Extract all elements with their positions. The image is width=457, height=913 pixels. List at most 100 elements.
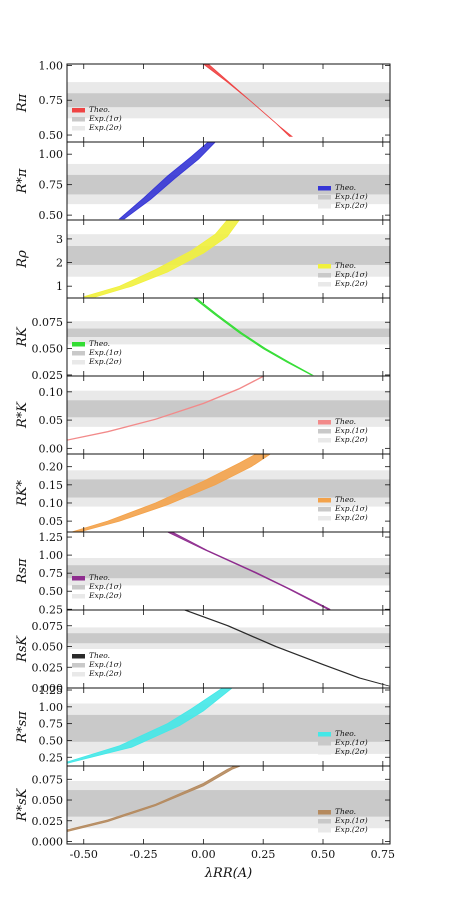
exp-1sigma-band <box>67 714 390 742</box>
x-tick-label: 0.75 <box>371 848 396 861</box>
x-tick-label: -0.50 <box>70 848 98 861</box>
y-tick-label: 1 <box>56 280 63 293</box>
legend-exp2-swatch <box>318 828 331 833</box>
theory-band <box>167 532 331 610</box>
legend-exp1-swatch <box>318 195 331 200</box>
y-tick-label: 0.75 <box>39 718 64 731</box>
legend-exp1-swatch <box>72 663 85 668</box>
x-axis-label: λRR(A) <box>204 866 252 881</box>
y-axis-label: R*π <box>15 168 30 194</box>
y-tick-label: 0.50 <box>39 734 64 747</box>
exp-1sigma-band <box>67 93 390 108</box>
legend-exp1-swatch <box>72 585 85 590</box>
y-tick-label: 0.025 <box>32 369 64 382</box>
legend-exp2-label: Exp.(2σ) <box>88 357 122 366</box>
y-tick-label: 0.05 <box>39 515 64 528</box>
legend-exp2-swatch <box>318 438 331 443</box>
theory-band <box>193 298 314 376</box>
legend-theo-swatch <box>318 420 331 425</box>
y-tick-label: 0.50 <box>39 209 64 222</box>
y-tick-label: 0.75 <box>39 567 64 580</box>
legend-theo-label: Theo. <box>335 183 356 192</box>
y-tick-label: 0.25 <box>39 751 64 764</box>
legend-theo-swatch <box>318 264 331 269</box>
legend-exp2-label: Exp.(2σ) <box>88 669 122 678</box>
legend-exp1-swatch <box>72 117 85 122</box>
legend-theo-swatch <box>72 342 85 347</box>
legend-exp1-swatch <box>318 819 331 824</box>
legend-exp1-label: Exp.(1σ) <box>334 504 368 513</box>
y-axis-label: Rρ <box>15 250 30 269</box>
y-tick-label: 3 <box>56 233 63 246</box>
y-tick-label: 0.075 <box>32 316 64 329</box>
legend-exp2-label: Exp.(2σ) <box>334 513 368 522</box>
y-tick-label: 0.75 <box>39 179 64 192</box>
theory-band <box>67 688 233 764</box>
y-tick-label: 0.050 <box>32 794 64 807</box>
legend-theo-swatch <box>72 654 85 659</box>
y-tick-label: 1.00 <box>39 59 64 72</box>
y-tick-label: 0.000 <box>32 682 64 695</box>
legend-exp1-swatch <box>318 507 331 512</box>
legend-exp1-label: Exp.(1σ) <box>88 660 122 669</box>
y-axis-label: RK <box>15 326 30 348</box>
y-tick-label: 0.75 <box>39 94 64 107</box>
y-axis-label: R*sπ <box>15 711 30 744</box>
exp-1sigma-band <box>67 479 390 498</box>
legend-exp2-swatch <box>72 594 85 599</box>
y-tick-label: 0.000 <box>32 836 64 849</box>
legend-theo-swatch <box>318 732 331 737</box>
legend-theo-swatch <box>72 576 85 581</box>
y-tick-label: 0.20 <box>39 461 64 474</box>
legend-exp2-label: Exp.(2σ) <box>334 747 368 756</box>
y-tick-label: 0.025 <box>32 661 64 674</box>
x-tick-label: 0.50 <box>311 848 336 861</box>
theory-band <box>184 610 390 687</box>
exp-1sigma-band <box>67 400 390 418</box>
y-tick-label: 1.00 <box>39 148 64 161</box>
legend-exp1-label: Exp.(1σ) <box>334 816 368 825</box>
y-tick-label: 0.025 <box>32 815 64 828</box>
panel-frame <box>66 765 391 845</box>
legend-exp2-swatch <box>72 126 85 131</box>
y-tick-label: 0.15 <box>39 479 64 492</box>
y-tick-label: 1.25 <box>39 684 64 697</box>
legend-exp2-swatch <box>318 282 331 287</box>
y-tick-label: 0.050 <box>32 641 64 654</box>
legend-exp1-label: Exp.(1σ) <box>334 270 368 279</box>
x-tick-label: -0.25 <box>129 848 157 861</box>
y-tick-label: 2 <box>56 257 63 270</box>
legend-theo-label: Theo. <box>89 105 110 114</box>
y-axis-label: RK* <box>15 480 30 508</box>
y-axis-label: Rsπ <box>15 558 30 584</box>
legend-exp2-swatch <box>318 516 331 521</box>
legend-exp2-label: Exp.(2σ) <box>334 279 368 288</box>
y-tick-label: 1.00 <box>39 701 64 714</box>
legend-exp1-label: Exp.(1σ) <box>88 114 122 123</box>
legend-theo-label: Theo. <box>335 495 356 504</box>
legend-exp2-label: Exp.(2σ) <box>88 123 122 132</box>
y-tick-label: 0.00 <box>39 442 64 455</box>
y-axis-label: RsK <box>15 635 30 663</box>
legend-exp2-swatch <box>72 672 85 677</box>
theory-band <box>83 220 240 298</box>
legend-theo-label: Theo. <box>89 339 110 348</box>
legend-exp2-label: Exp.(2σ) <box>88 591 122 600</box>
legend-theo-label: Theo. <box>89 651 110 660</box>
y-tick-label: 0.075 <box>32 620 64 633</box>
y-tick-label: 0.50 <box>39 129 64 142</box>
y-tick-label: 0.25 <box>39 603 64 616</box>
legend-exp2-swatch <box>318 750 331 755</box>
theory-band <box>71 454 272 532</box>
y-tick-label: 1.00 <box>39 549 64 562</box>
legend-theo-label: Theo. <box>89 573 110 582</box>
y-axis-label: Rπ <box>15 93 30 113</box>
legend-exp2-label: Exp.(2σ) <box>334 825 368 834</box>
y-tick-label: 0.075 <box>32 773 64 786</box>
y-tick-label: 0.050 <box>32 343 64 356</box>
theory-band <box>202 64 294 137</box>
y-axis-label: R*K <box>15 401 30 429</box>
exp-1sigma-band <box>67 174 390 195</box>
theory-band <box>118 142 216 220</box>
